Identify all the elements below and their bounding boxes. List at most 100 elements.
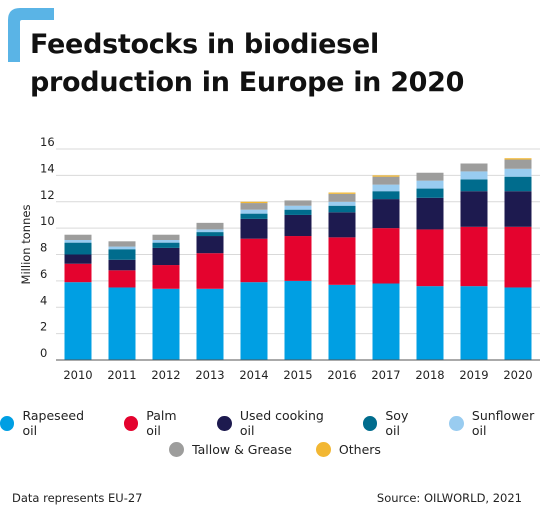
legend-label: Palm oil — [146, 408, 177, 438]
x-tick-label: 2020 — [503, 368, 532, 382]
bar-segment — [372, 184, 400, 192]
x-tick-label: 2016 — [327, 368, 356, 382]
bar-segment — [64, 282, 92, 360]
bar-segment — [284, 200, 312, 206]
bar-segment — [152, 265, 180, 289]
bar-segment — [196, 232, 224, 237]
bar-segment — [284, 209, 312, 215]
bar-segment — [328, 205, 356, 213]
bar-segment — [108, 246, 136, 250]
bar-segment — [416, 197, 444, 230]
legend-label: Others — [338, 442, 381, 457]
legend-label: Sunflower oil — [471, 408, 535, 438]
bar-segment — [372, 199, 400, 229]
bar-segment — [196, 288, 224, 360]
bar-segment — [416, 188, 444, 198]
bar-segment — [372, 176, 400, 185]
legend-label: Tallow & Grease — [192, 442, 292, 457]
y-tick-label: 14 — [40, 161, 55, 175]
y-tick-label: 16 — [40, 135, 55, 149]
legend-item: Rapeseed oil — [0, 408, 100, 438]
x-tick-label: 2014 — [239, 368, 268, 382]
x-tick-label: 2015 — [283, 368, 312, 382]
legend-item: Soy oil — [362, 408, 425, 438]
bar-segment — [416, 180, 444, 189]
x-tick-label: 2013 — [195, 368, 224, 382]
y-tick-label: 12 — [40, 188, 55, 202]
legend-swatch-icon — [449, 415, 464, 431]
bar-segment — [64, 234, 92, 240]
bar-segment — [460, 163, 488, 172]
bar-segment — [152, 288, 180, 360]
bar-segment — [460, 179, 488, 192]
bar-segment — [196, 229, 224, 233]
chart-plot-area: 0 2 4 6 8 10 12 14 16 Million tonnes 2010 2011 2012 2… — [19, 135, 540, 382]
bar-segment — [504, 158, 532, 160]
bar-segment — [152, 234, 180, 240]
bar-segment — [328, 284, 356, 360]
bar-segment — [416, 286, 444, 360]
legend-swatch-icon — [315, 442, 331, 457]
legend-item: Others — [315, 442, 381, 457]
footer-source: Source: OILWORLD, 2021 — [376, 491, 522, 505]
bar-segment — [328, 212, 356, 238]
bar-segment — [240, 203, 268, 210]
bar-segment — [196, 222, 224, 230]
bar-segment — [284, 280, 312, 360]
bar-segment — [196, 253, 224, 289]
bar-segment — [504, 287, 532, 360]
legend-item: Tallow & Grease — [169, 442, 292, 457]
y-tick-label: 8 — [40, 241, 47, 255]
bar-segment — [284, 214, 312, 237]
y-tick-label: 10 — [40, 214, 55, 228]
legend-label: Used cooking oil — [239, 408, 324, 438]
bar-segment — [240, 282, 268, 360]
legend-swatch-icon — [169, 442, 185, 457]
legend-swatch-icon — [217, 415, 232, 431]
bar-segment — [64, 239, 92, 243]
bar-segment — [460, 286, 488, 360]
bar-segment — [504, 176, 532, 192]
legend-row-1: Rapeseed oil Palm oil Used cooking oil Soy … — [0, 408, 550, 438]
legend-swatch-icon — [0, 415, 15, 431]
bar-segment — [108, 249, 136, 260]
bar-segment — [460, 191, 488, 227]
bar-segment — [416, 229, 444, 287]
bar-segment — [284, 236, 312, 281]
bar-segment — [64, 263, 92, 283]
legend-label: Soy oil — [385, 408, 409, 438]
y-tick-label: 6 — [40, 267, 47, 281]
bar-segment — [240, 209, 268, 214]
x-tick-label: 2019 — [459, 368, 488, 382]
bar-segment — [372, 191, 400, 200]
bar-segment — [372, 175, 400, 177]
bar-segment — [240, 213, 268, 219]
bar-segment — [64, 242, 92, 255]
bar-segment — [108, 270, 136, 288]
chart-legend: Rapeseed oil Palm oil Used cooking oil Soy … — [0, 398, 550, 468]
footer-note: Data represents EU-27 — [12, 491, 143, 505]
bar-segment — [504, 191, 532, 227]
bar-segment — [108, 287, 136, 360]
y-axis-label: Million tonnes — [19, 205, 33, 285]
bar-segment — [328, 192, 356, 194]
bar-segment — [284, 205, 312, 210]
x-tick-label: 2018 — [415, 368, 444, 382]
bar-segment — [152, 242, 180, 248]
legend-swatch-icon — [123, 415, 139, 431]
x-tick-label: 2012 — [151, 368, 180, 382]
legend-row-2: Tallow & Grease Others — [0, 442, 550, 457]
bar-segment — [196, 236, 224, 254]
bar-segment — [328, 237, 356, 285]
bar-segment — [328, 201, 356, 206]
bar-segment — [460, 226, 488, 287]
corner-accent-icon — [8, 8, 54, 62]
bar-segment — [416, 172, 444, 181]
bar-segment — [240, 238, 268, 283]
bar-segment — [108, 259, 136, 271]
legend-item: Palm oil — [123, 408, 194, 438]
bar-segment — [372, 228, 400, 284]
y-tick-label: 0 — [40, 346, 47, 360]
x-tick-label: 2010 — [63, 368, 92, 382]
bar-segment — [504, 168, 532, 177]
